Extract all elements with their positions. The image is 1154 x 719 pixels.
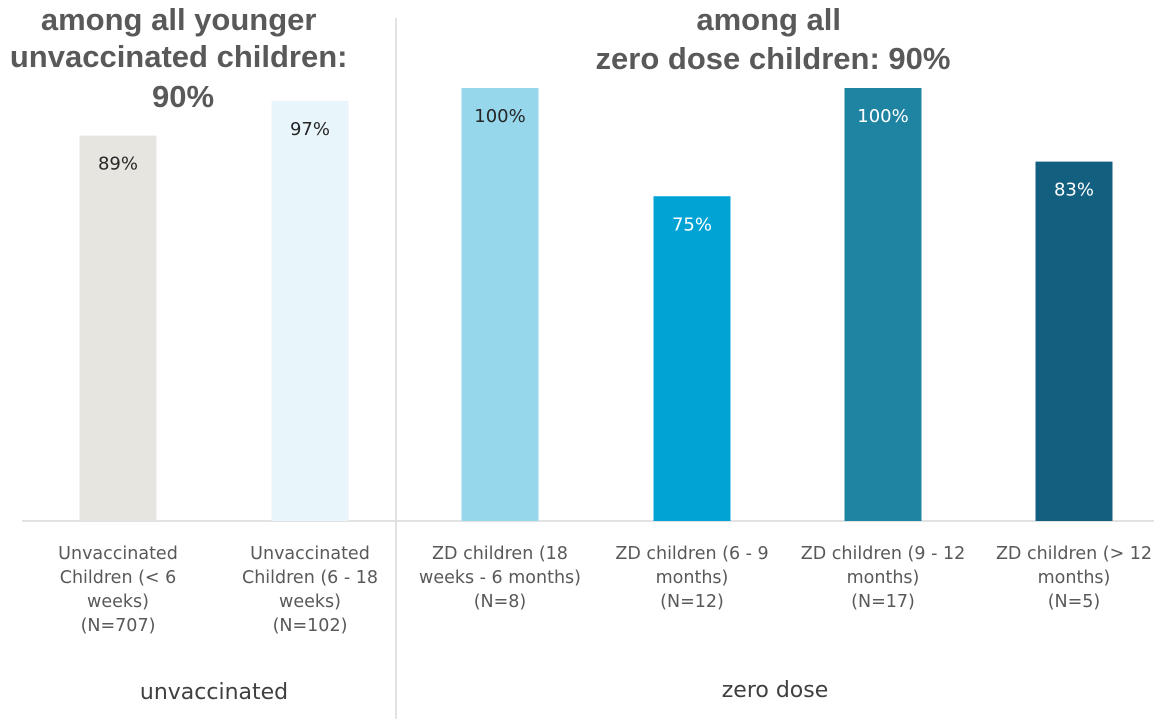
data-label-1: 89% [98,154,138,175]
category-label-6-line-3: (N=5) [1048,592,1101,612]
data-label-2: 97% [290,119,330,140]
data-label-4: 75% [672,214,712,235]
category-label-4: ZD children (6 - 9 months) (N=12) [615,544,768,612]
category-label-6-line-2: months) [1038,568,1111,588]
category-label-3-line-2: weeks - 6 months) [419,568,581,588]
category-label-3-line-3: (N=8) [474,592,527,612]
category-label-6-line-1: ZD children (> 12 [996,544,1152,564]
category-label-1: Unvaccinated Children (< 6 weeks) (N=707) [58,544,178,636]
category-label-5-line-3: (N=17) [851,592,915,612]
category-label-1-line-2: Children (< 6 [60,568,177,588]
category-labels-layer: Unvaccinated Children (< 6 weeks) (N=707)Un… [58,544,1152,636]
left-title-line-3: 90% [152,79,214,114]
left-title-line-1: among all younger [41,2,317,37]
group-label-zero-dose: zero dose [722,678,829,703]
bar-4 [653,196,731,521]
category-label-6: ZD children (> 12 months) (N=5) [996,544,1152,612]
data-labels-layer: 89% 97% 100% 75% 100% 83% [98,106,1094,235]
category-label-3-line-1: ZD children (18 [432,544,568,564]
category-label-5: ZD children (9 - 12 months) (N=17) [801,544,965,612]
category-label-2-line-3: weeks) [279,592,341,612]
bar-6 [1035,161,1113,522]
right-title: among all zero dose children: 90% [596,2,951,76]
left-title-line-2: unvaccinated children: [10,39,348,74]
group-label-unvaccinated: unvaccinated [140,680,288,705]
bar-2 [271,100,349,522]
category-label-5-line-2: months) [847,568,920,588]
category-label-2-line-2: Children (6 - 18 [242,568,378,588]
bar-3 [461,88,539,521]
category-label-5-line-1: ZD children (9 - 12 [801,544,965,564]
category-label-1-line-1: Unvaccinated [58,544,178,564]
data-label-5: 100% [857,106,908,127]
category-label-2-line-4: (N=102) [273,616,348,636]
category-label-3: ZD children (18 weeks - 6 months) (N=8) [419,544,581,612]
data-label-3: 100% [474,106,525,127]
category-label-1-line-4: (N=707) [81,616,156,636]
right-title-line-2: zero dose children: 90% [596,41,951,76]
right-title-line-1: among all [696,2,841,37]
category-label-1-line-3: weeks) [87,592,149,612]
category-label-4-line-1: ZD children (6 - 9 [615,544,768,564]
left-title: among all younger unvaccinated children:… [10,2,356,114]
bars-layer [79,88,1113,522]
bar-1 [79,135,157,521]
category-label-4-line-3: (N=12) [660,592,724,612]
data-label-6: 83% [1054,180,1094,201]
category-label-4-line-2: months) [656,568,729,588]
category-label-2: Unvaccinated Children (6 - 18 weeks) (N=102… [242,544,378,636]
category-label-2-line-1: Unvaccinated [250,544,370,564]
bar-5 [844,88,922,521]
